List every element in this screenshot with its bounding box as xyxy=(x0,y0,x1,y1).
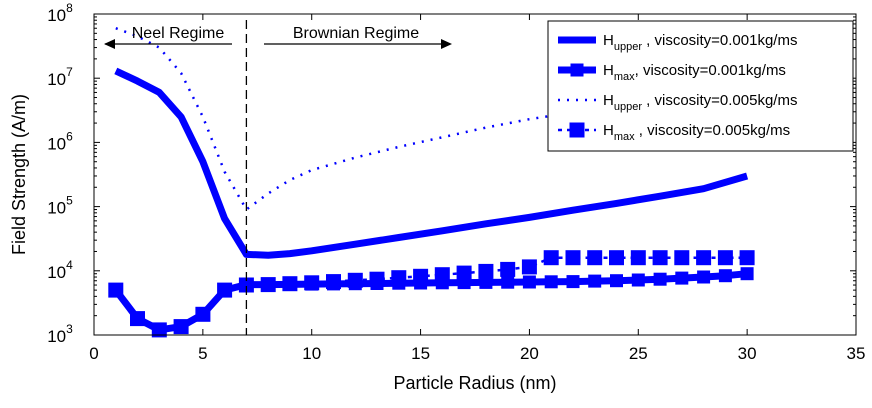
annotations: Neel Regime Brownian Regime xyxy=(104,20,452,335)
series-4-point xyxy=(434,267,450,283)
y-tick-label: 107 xyxy=(47,65,73,89)
series-4-point xyxy=(674,250,690,266)
legend-item: Hmax , viscosity=0.005kg/ms xyxy=(558,122,790,143)
series-2-point xyxy=(675,271,689,285)
plot-frame xyxy=(93,13,857,336)
y-tick-label: 108 xyxy=(47,1,73,25)
brownian-arrowhead xyxy=(441,39,452,49)
y-tick-label: 105 xyxy=(47,194,73,218)
legend-label: Hupper , viscosity=0.005kg/ms xyxy=(603,92,797,113)
series-4-point xyxy=(326,274,341,290)
series-4-point xyxy=(652,250,668,266)
brownian-regime-label: Brownian Regime xyxy=(293,25,419,42)
series-2-point xyxy=(479,275,493,289)
series-4-line xyxy=(114,256,748,332)
series-4-point xyxy=(696,250,712,266)
series-3-line xyxy=(115,27,552,211)
series-2-point xyxy=(653,272,667,286)
legend-swatch-marker xyxy=(570,63,584,77)
legend-label: Hupper , viscosity=0.001kg/ms xyxy=(603,32,797,53)
series-4-point xyxy=(195,306,211,322)
series-4-point xyxy=(260,277,276,293)
series-4-point xyxy=(717,250,733,266)
series-4-point xyxy=(130,311,145,327)
series-4-point xyxy=(391,270,407,286)
legend-item: Hupper , viscosity=0.005kg/ms xyxy=(558,92,797,113)
series-4-point xyxy=(456,265,472,281)
series-4-point xyxy=(413,268,429,284)
x-tick-label: 30 xyxy=(738,344,757,363)
series-4-point xyxy=(304,275,320,291)
series-4-point xyxy=(609,250,624,266)
series-4-point xyxy=(478,263,494,279)
legend-box xyxy=(547,20,854,152)
series-2-point xyxy=(610,274,623,288)
x-tick-label: 5 xyxy=(198,344,207,363)
series-2-point xyxy=(740,267,754,281)
series-4-point xyxy=(543,250,559,266)
series-4-point xyxy=(238,277,254,293)
series-2-line xyxy=(113,270,748,334)
axes: 0 5 10 15 20 25 30 35 103 104 105 106 107 108 Particle… xyxy=(9,1,865,393)
legend-item: Hmax, viscosity=0.001kg/ms xyxy=(558,62,786,83)
series-4-point xyxy=(173,319,189,335)
plot-marks xyxy=(108,27,755,338)
series-2-point xyxy=(718,269,732,283)
series-2-point xyxy=(501,275,515,289)
series-4-point xyxy=(369,271,385,287)
series-4-point xyxy=(347,272,363,288)
series-2-point xyxy=(522,275,536,289)
series-2 xyxy=(109,267,754,337)
x-tick-label: 0 xyxy=(89,344,98,363)
x-tick-label: 25 xyxy=(629,344,648,363)
series-4-point xyxy=(217,282,233,298)
series-4-point xyxy=(630,250,646,266)
series-4 xyxy=(108,250,755,338)
legend-label: Hmax, viscosity=0.001kg/ms xyxy=(603,62,786,83)
neel-regime-label: Neel Regime xyxy=(132,25,225,42)
series-2-point xyxy=(566,275,580,289)
x-axis-title: Particle Radius (nm) xyxy=(393,373,556,393)
series-4-point xyxy=(587,250,603,266)
legend-item: Hupper , viscosity=0.001kg/ms xyxy=(558,32,797,53)
series-4-point xyxy=(739,250,755,266)
series-1 xyxy=(114,67,749,259)
y-tick-label: 103 xyxy=(47,322,73,346)
series-2-point xyxy=(588,274,602,288)
series-4-point xyxy=(500,261,516,277)
x-tick-label: 15 xyxy=(411,344,430,363)
neel-arrowhead xyxy=(104,39,115,49)
x-tick-label: 35 xyxy=(847,344,866,363)
legend-swatch-marker xyxy=(569,122,585,138)
series-2-point xyxy=(544,275,558,289)
series-2-point xyxy=(631,273,645,287)
series-4-point xyxy=(521,259,537,275)
series-4-point xyxy=(282,276,298,292)
legend-label: Hmax , viscosity=0.005kg/ms xyxy=(603,122,790,143)
series-3 xyxy=(115,27,552,211)
x-tick-label: 20 xyxy=(520,344,539,363)
series-4-point xyxy=(151,322,167,338)
series-4-point xyxy=(565,250,581,266)
series-1-line xyxy=(114,67,749,259)
legend: Hupper , viscosity=0.001kg/ms Hmax, visco… xyxy=(547,20,854,152)
series-4-point xyxy=(108,282,124,298)
y-tick-label: 106 xyxy=(47,129,73,153)
y-axis-title: Field Strength (A/m) xyxy=(9,94,29,255)
series-2-point xyxy=(697,270,711,284)
y-tick-label: 104 xyxy=(47,258,73,282)
x-tick-label: 10 xyxy=(302,344,321,363)
